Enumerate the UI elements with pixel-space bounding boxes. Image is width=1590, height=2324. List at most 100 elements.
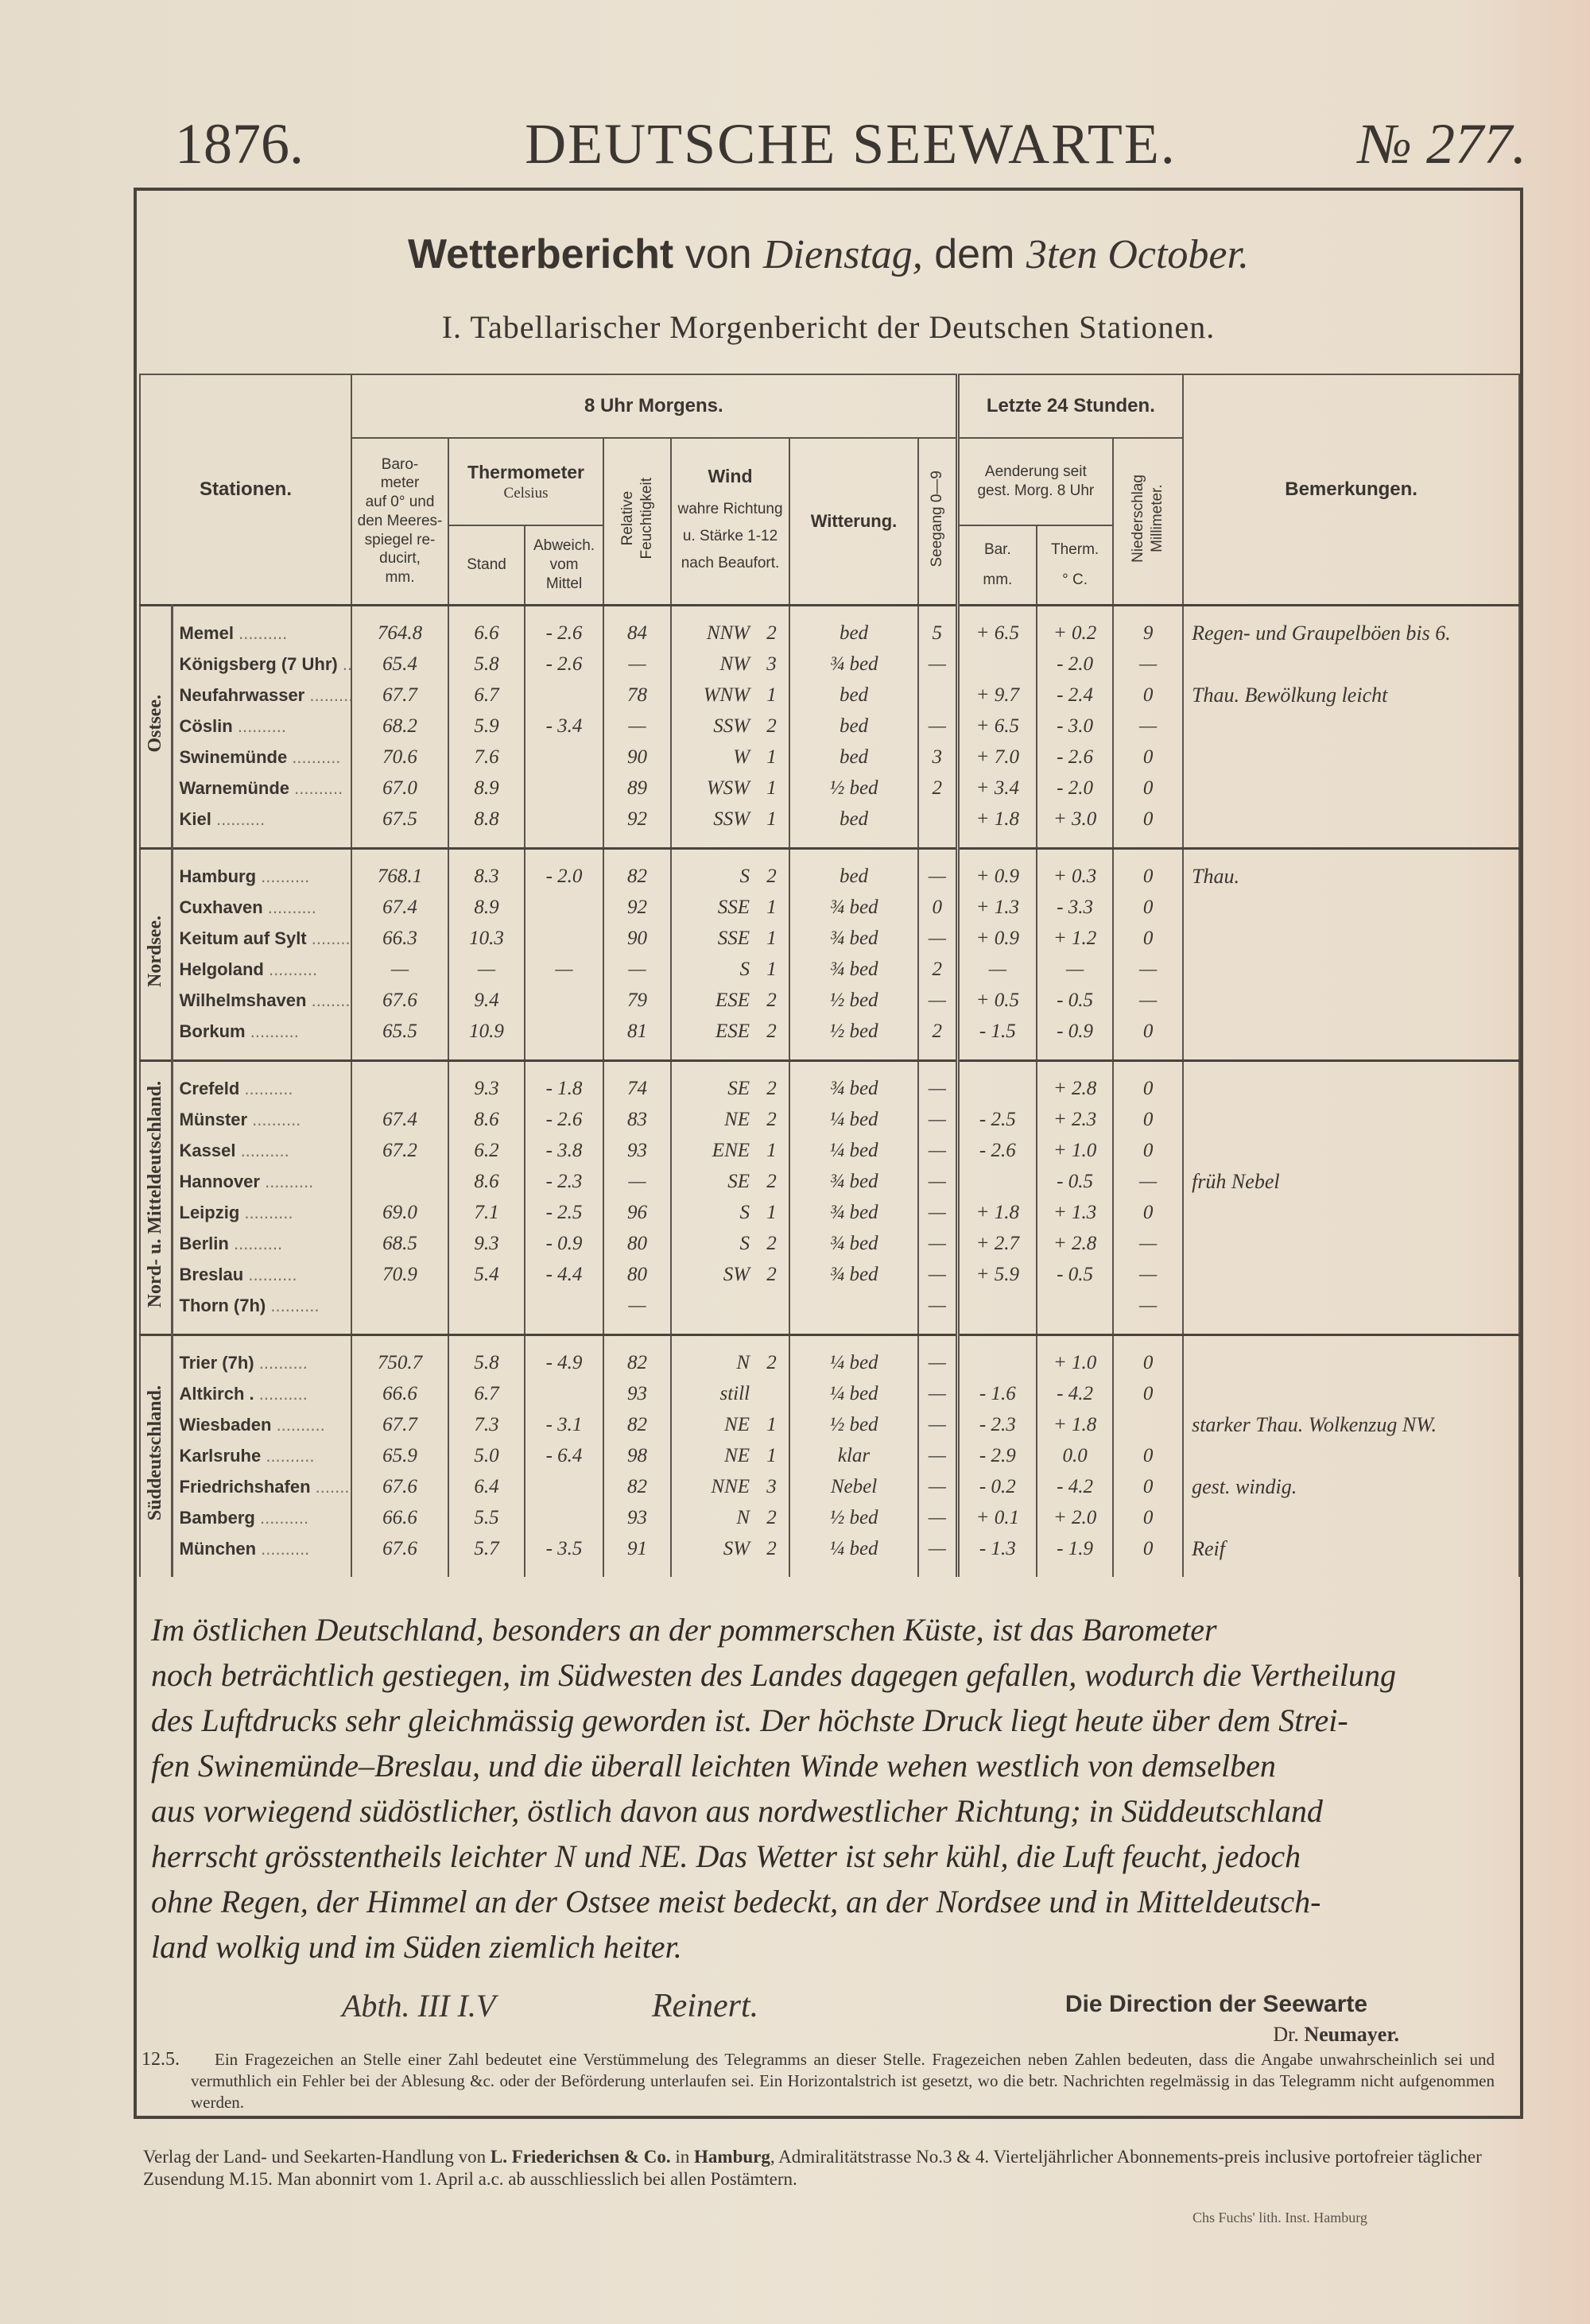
leader-dots: .......... [239,1203,293,1222]
cell-bar-change [956,1334,1038,1379]
header-seegang-label: Seegang 0—9 [928,470,945,567]
leader-dots: .......... [232,716,286,736]
cell-feuchtigkeit: — [603,711,673,742]
leader-dots: .......... [254,1508,309,1528]
group-label-cell: Ostsee. [139,605,172,848]
page-frame [134,188,1523,2119]
group-label-cell: Nordsee. [139,848,172,1060]
title-dem: dem [934,231,1015,277]
cell-wind-dir: NE [670,1104,755,1136]
cell-feuchtigkeit: 80 [603,1228,673,1260]
cell-barometer: — [351,954,450,986]
station-name: Memel [179,623,234,643]
cell-therm-change: + 2.8 [1036,1228,1115,1260]
cell-stand: 6.7 [448,680,526,711]
table-row: Keitum auf Sylt ..........66.310.3 90SSE1… [140,923,1521,955]
cell-niederschlag: 9 [1112,605,1185,649]
cell-abweich: - 0.9 [524,1228,605,1260]
group-label: Nord- u. Mitteldeutschland. [145,1081,166,1308]
header-niederschlag: Niederschlag Millimeter. [1112,437,1185,606]
cell-therm-change: - 0.9 [1036,1016,1115,1060]
cell-barometer: 67.2 [351,1135,450,1167]
cell-stand: 5.7 [448,1533,526,1577]
cell-niederschlag [1112,1409,1185,1441]
cell-feuchtigkeit: 90 [603,923,673,955]
cell-niederschlag: 0 [1112,1334,1185,1379]
cell-wind-force: 3 [754,649,791,680]
cell-niederschlag: 0 [1112,892,1185,924]
cell-feuchtigkeit: 90 [603,742,673,773]
cell-barometer: 67.0 [351,773,450,804]
cell-remark [1182,649,1521,680]
cell-name: Münster .......... [170,1104,353,1136]
cell-wind-dir: SE [670,1060,755,1105]
cell-wind-force: 1 [754,892,791,924]
cell-niederschlag: 0 [1112,1502,1185,1534]
cell-abweich [524,892,605,924]
leader-dots: .......... [262,897,316,917]
director-title: Dr. [1273,2023,1299,2046]
cell-bar-change: + 6.5 [956,711,1038,742]
cell-barometer: 68.2 [351,711,450,742]
cell-witterung: ½ bed [789,985,920,1017]
cell-remark [1182,954,1521,986]
header-feuchtigkeit-label: Relative Feuchtigkeit [619,478,655,560]
cell-wind-force: 2 [754,605,791,649]
cell-bar-change: + 1.8 [956,1197,1038,1229]
group-label-cell: Süddeutschland. [139,1334,172,1577]
issue-number: № 277. [1358,112,1526,176]
cell-barometer: 66.3 [351,923,450,955]
cell-feuchtigkeit: 98 [603,1440,673,1472]
cell-barometer [351,1166,450,1198]
cell-niederschlag: 0 [1112,1104,1185,1136]
cell-wind-dir: ESE [670,985,755,1017]
cell-wind-force: 2 [754,1502,791,1534]
cell-wind-force: 1 [754,1135,791,1167]
cell-feuchtigkeit: 92 [603,804,673,848]
cell-abweich: - 3.1 [524,1409,605,1441]
leader-dots: .......... [245,1021,299,1041]
cell-wind-dir: SSE [670,923,755,955]
leader-dots: .......... [239,1079,293,1098]
cell-niederschlag: — [1112,954,1185,986]
station-name: Neufahrwasser [179,685,305,705]
header-celsius: Celsius [503,484,549,502]
leader-dots: .......... [289,778,343,798]
cell-witterung: bed [789,680,920,711]
cell-remark: Thau. Bewölkung leicht [1182,680,1521,711]
station-name: Karlsruhe [179,1446,262,1466]
signature-dept: Abth. III I.V [342,1988,496,2024]
table-row: Münster .......... 67.4 8.6- 2.6 83 NE 2 ¼ bed… [140,1104,1521,1136]
cell-witterung: ¼ bed [789,1378,920,1410]
cell-bar-change: + 1.8 [956,804,1038,848]
cell-wind-dir: NE [670,1409,755,1441]
group-label: Nordsee. [145,916,166,987]
lithographer-credit: Chs Fuchs' lith. Inst. Hamburg [1192,2210,1367,2225]
cell-niederschlag: 0 [1112,1016,1185,1060]
group-label-cell: Nord- u. Mitteldeutschland. [139,1060,172,1334]
cell-seegang: — [917,1533,960,1577]
cell-wind-force: 1 [754,923,791,955]
cell-bar-change: - 0.2 [956,1471,1038,1503]
table-row: Swinemünde .......... 70.6 7.6 90 W 1 bed 3 + 7.… [140,742,1521,773]
cell-abweich: - 4.4 [524,1259,605,1291]
station-name: Trier (7h) [179,1353,254,1373]
station-name: Leipzig [179,1203,240,1222]
cell-wind-dir: SSW [670,711,755,742]
cell-therm-change: + 1.2 [1036,923,1115,955]
cell-abweich: - 3.4 [524,711,605,742]
summary-line: aus vorwiegend südöstlicher, östlich dav… [151,1793,1323,1829]
cell-feuchtigkeit: 84 [603,605,673,649]
cell-bar-change: + 0.9 [956,848,1038,893]
publisher-footer: Verlag der Land- und Seekarten-Handlung … [143,2146,1526,2190]
header-barometer: Baro- meter auf 0° und den Meeres- spieg… [351,437,450,606]
cell-niederschlag: 0 [1112,1471,1185,1503]
cell-remark [1182,1290,1521,1334]
station-name: Kassel [179,1141,236,1160]
station-name: Bamberg [179,1508,255,1528]
cell-therm-change: - 1.9 [1036,1533,1115,1577]
station-name: Thorn (7h) [179,1296,266,1315]
cell-wind-force: 2 [754,1016,791,1060]
cell-remark [1182,923,1521,955]
cell-stand: 9.4 [448,985,526,1017]
